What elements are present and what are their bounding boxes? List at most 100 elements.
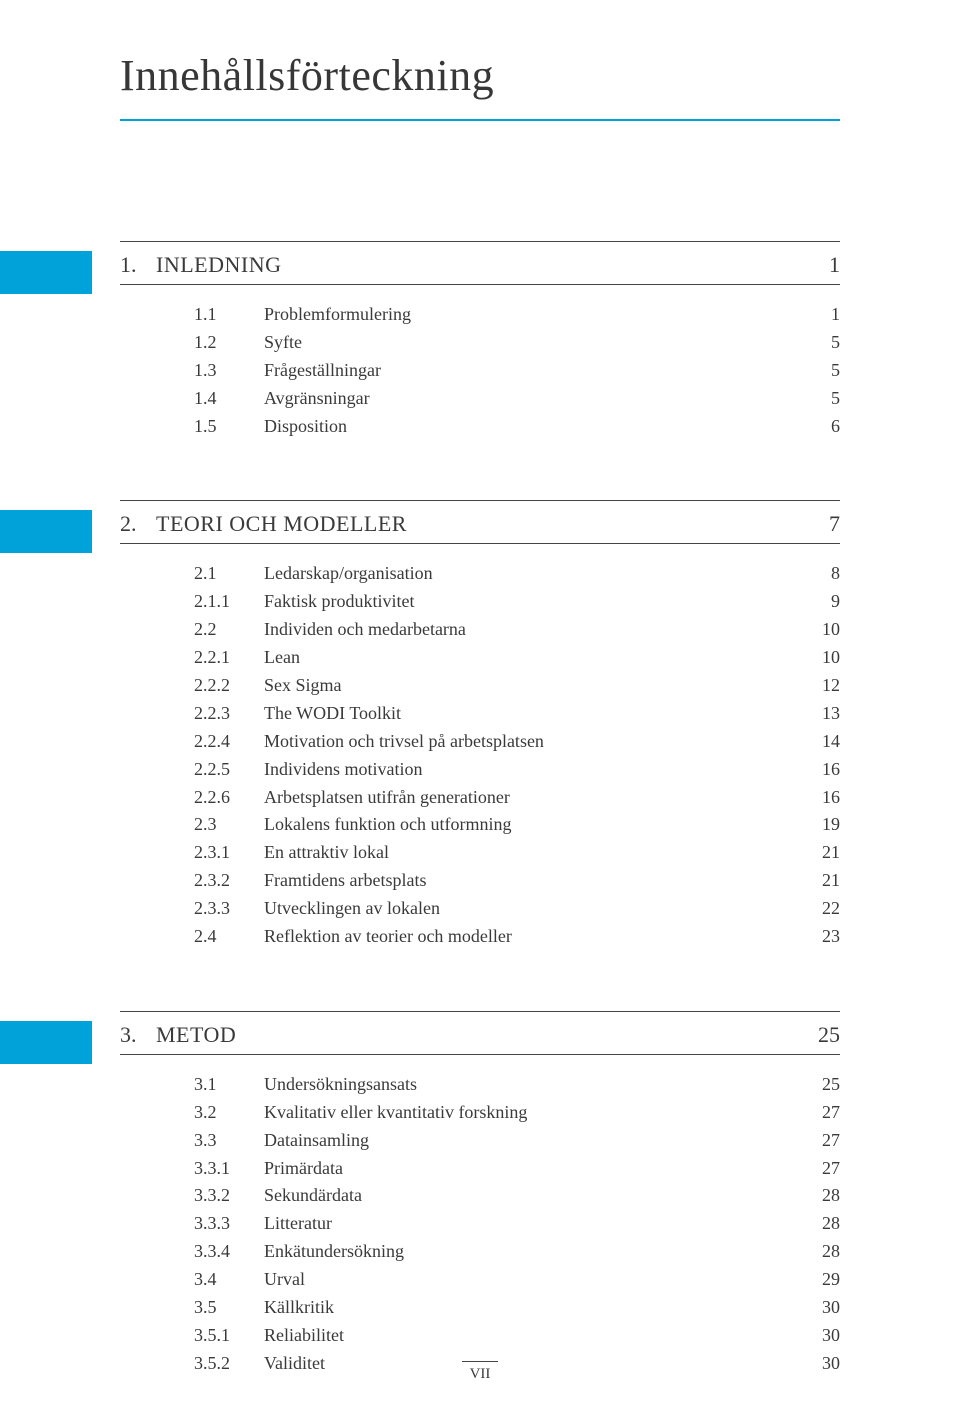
toc-entry: 3.3.1Primärdata27 bbox=[194, 1155, 840, 1183]
entry-title: Framtidens arbetsplats bbox=[264, 867, 800, 895]
entry-title: Sekundärdata bbox=[264, 1182, 800, 1210]
toc-entry: 2.2.5Individens motivation16 bbox=[194, 756, 840, 784]
toc-entry: 2.3Lokalens funktion och utformning19 bbox=[194, 811, 840, 839]
entry-page: 23 bbox=[800, 923, 840, 951]
entry-page: 22 bbox=[800, 895, 840, 923]
toc-entry: 2.3.3Utvecklingen av lokalen22 bbox=[194, 895, 840, 923]
toc-entry: 2.3.1En attraktiv lokal21 bbox=[194, 839, 840, 867]
entry-page: 30 bbox=[800, 1294, 840, 1322]
entry-title: Individen och medarbetarna bbox=[264, 616, 800, 644]
entry-title: Lean bbox=[264, 644, 800, 672]
entry-page: 14 bbox=[800, 728, 840, 756]
entry-page: 19 bbox=[800, 811, 840, 839]
entry-page: 28 bbox=[800, 1182, 840, 1210]
section-title: METOD bbox=[156, 1022, 800, 1048]
entry-number: 2.1.1 bbox=[194, 588, 264, 616]
toc-entry: 3.1Undersökningsansats25 bbox=[194, 1071, 840, 1099]
toc-entry: 2.3.2Framtidens arbetsplats21 bbox=[194, 867, 840, 895]
entry-title: Litteratur bbox=[264, 1210, 800, 1238]
entry-page: 13 bbox=[800, 700, 840, 728]
entry-title: Problemformulering bbox=[264, 301, 800, 329]
entry-page: 29 bbox=[800, 1266, 840, 1294]
entry-page: 28 bbox=[800, 1238, 840, 1266]
entry-number: 1.2 bbox=[194, 329, 264, 357]
entry-title: Individens motivation bbox=[264, 756, 800, 784]
entry-title: Undersökningsansats bbox=[264, 1071, 800, 1099]
entry-number: 2.2.6 bbox=[194, 784, 264, 812]
entry-number: 2.4 bbox=[194, 923, 264, 951]
section-number: 3. bbox=[120, 1022, 156, 1048]
entry-title: Enkätundersökning bbox=[264, 1238, 800, 1266]
toc-entry: 1.5Disposition6 bbox=[194, 413, 840, 441]
entry-number: 2.1 bbox=[194, 560, 264, 588]
entry-page: 10 bbox=[800, 644, 840, 672]
toc-entry: 3.3.2Sekundärdata28 bbox=[194, 1182, 840, 1210]
title-underline bbox=[120, 119, 840, 121]
entry-number: 3.3 bbox=[194, 1127, 264, 1155]
entry-title: Ledarskap/organisation bbox=[264, 560, 800, 588]
page-number: VII bbox=[470, 1366, 491, 1383]
toc-entry: 3.5Källkritik30 bbox=[194, 1294, 840, 1322]
entry-title: Reflektion av teorier och modeller bbox=[264, 923, 800, 951]
entry-number: 2.2.3 bbox=[194, 700, 264, 728]
entry-number: 1.5 bbox=[194, 413, 264, 441]
toc-entry: 2.2.6Arbetsplatsen utifrån generationer1… bbox=[194, 784, 840, 812]
toc-section: 3.METOD25 3.1Undersökningsansats253.2Kval… bbox=[120, 1011, 840, 1378]
entry-number: 1.3 bbox=[194, 357, 264, 385]
entry-number: 2.2.5 bbox=[194, 756, 264, 784]
entry-number: 3.5 bbox=[194, 1294, 264, 1322]
entry-page: 6 bbox=[800, 413, 840, 441]
section-entries: 2.1Ledarskap/organisation82.1.1Faktisk p… bbox=[120, 560, 840, 950]
entry-title: Arbetsplatsen utifrån generationer bbox=[264, 784, 800, 812]
entry-page: 16 bbox=[800, 784, 840, 812]
entry-number: 3.4 bbox=[194, 1266, 264, 1294]
entry-title: Kvalitativ eller kvantitativ forskning bbox=[264, 1099, 800, 1127]
entry-page: 16 bbox=[800, 756, 840, 784]
toc-entry: 1.3Frågeställningar5 bbox=[194, 357, 840, 385]
toc-entry: 2.2Individen och medarbetarna10 bbox=[194, 616, 840, 644]
toc-section: 2.TEORI OCH MODELLER7 2.1Ledarskap/organi… bbox=[120, 500, 840, 950]
section-header: 2.TEORI OCH MODELLER7 bbox=[120, 501, 840, 543]
entry-number: 2.2.1 bbox=[194, 644, 264, 672]
entry-page: 30 bbox=[800, 1322, 840, 1350]
section-tab bbox=[0, 510, 92, 553]
entry-title: Reliabilitet bbox=[264, 1322, 800, 1350]
entry-title: Lokalens funktion och utformning bbox=[264, 811, 800, 839]
toc-page: Innehållsförteckning 1.INLEDNING11.1Prob… bbox=[0, 0, 960, 1415]
entry-page: 8 bbox=[800, 560, 840, 588]
section-page: 25 bbox=[800, 1022, 840, 1048]
section-rule-bottom bbox=[120, 284, 840, 285]
entry-number: 2.3.3 bbox=[194, 895, 264, 923]
section-number: 2. bbox=[120, 511, 156, 537]
entry-number: 2.2 bbox=[194, 616, 264, 644]
section-title: TEORI OCH MODELLER bbox=[156, 511, 800, 537]
entry-number: 2.3 bbox=[194, 811, 264, 839]
toc-entry: 1.4Avgränsningar5 bbox=[194, 385, 840, 413]
page-footer: VII bbox=[0, 1361, 960, 1383]
section-rule-bottom bbox=[120, 543, 840, 544]
toc-entry: 2.1.1Faktisk produktivitet9 bbox=[194, 588, 840, 616]
entry-title: Urval bbox=[264, 1266, 800, 1294]
section-title: INLEDNING bbox=[156, 252, 800, 278]
entry-page: 5 bbox=[800, 329, 840, 357]
entry-number: 3.3.4 bbox=[194, 1238, 264, 1266]
entry-title: Sex Sigma bbox=[264, 672, 800, 700]
entry-number: 3.5.1 bbox=[194, 1322, 264, 1350]
entry-title: En attraktiv lokal bbox=[264, 839, 800, 867]
entry-number: 2.3.1 bbox=[194, 839, 264, 867]
toc-entry: 1.2Syfte5 bbox=[194, 329, 840, 357]
toc-entry: 3.3.4Enkätundersökning28 bbox=[194, 1238, 840, 1266]
toc-entry: 2.2.1Lean10 bbox=[194, 644, 840, 672]
entry-number: 2.2.2 bbox=[194, 672, 264, 700]
section-rule-bottom bbox=[120, 1054, 840, 1055]
footer-rule bbox=[462, 1361, 498, 1362]
entry-title: Primärdata bbox=[264, 1155, 800, 1183]
entry-page: 27 bbox=[800, 1127, 840, 1155]
entry-page: 21 bbox=[800, 839, 840, 867]
section-page: 1 bbox=[800, 252, 840, 278]
toc-entry: 2.4Reflektion av teorier och modeller23 bbox=[194, 923, 840, 951]
section-tab bbox=[0, 1021, 92, 1064]
section-entries: 3.1Undersökningsansats253.2Kvalitativ el… bbox=[120, 1071, 840, 1378]
entry-title: Disposition bbox=[264, 413, 800, 441]
entry-title: Faktisk produktivitet bbox=[264, 588, 800, 616]
